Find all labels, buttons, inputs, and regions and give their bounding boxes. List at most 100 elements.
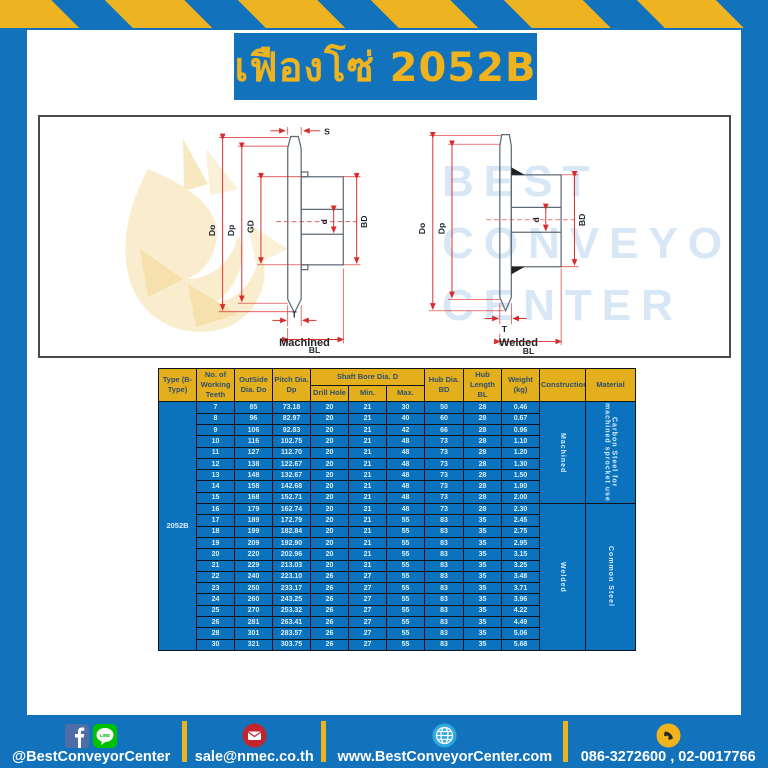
data-cell: 73	[424, 446, 464, 459]
dim-label-dp: Dp	[226, 225, 236, 236]
data-cell: 48	[386, 457, 425, 471]
dim-label-dp: Dp	[436, 223, 446, 234]
material-cell: Common Steel	[585, 503, 636, 651]
data-cell: 220	[234, 548, 273, 561]
data-cell: 213.03	[272, 559, 311, 572]
data-cell: 55	[386, 536, 425, 550]
col-header-type: Type (B-Type)	[158, 367, 197, 403]
data-cell: 20	[310, 469, 349, 482]
data-cell: 21	[348, 503, 387, 516]
data-cell: 260	[234, 593, 273, 606]
data-cell: 303.75	[272, 638, 311, 651]
data-cell: 172.79	[272, 514, 311, 527]
data-cell: 20	[310, 423, 349, 437]
data-cell: 281	[234, 616, 273, 629]
data-cell: 20	[310, 503, 349, 516]
dim-label-do: Do	[207, 225, 217, 236]
data-cell: 3.25	[501, 559, 540, 572]
machined-caption: Machined	[279, 337, 330, 349]
data-cell: 229	[234, 559, 273, 572]
email-icon[interactable]	[242, 723, 267, 748]
globe-icon[interactable]	[432, 723, 457, 748]
data-cell: 11	[196, 446, 235, 459]
data-cell: 21	[348, 423, 387, 437]
dim-label-gd: GD	[245, 220, 255, 233]
data-cell: 5.06	[501, 627, 540, 640]
footer-phone-section: 086-3272600 , 02-0017766	[568, 715, 768, 768]
data-cell: 27	[348, 593, 387, 606]
data-cell: 83	[424, 604, 464, 618]
data-cell: 132.67	[272, 469, 311, 482]
table-row: 11 127 112.70 20 21 48 73 28 1.20	[159, 446, 636, 459]
hazard-stripe-band	[0, 0, 768, 30]
data-cell: 66	[424, 423, 464, 437]
data-cell: 20	[310, 536, 349, 550]
data-cell: 28	[463, 469, 502, 482]
data-cell: 223.10	[272, 570, 311, 584]
data-cell: 192.90	[272, 536, 311, 550]
data-cell: 14	[196, 480, 235, 493]
table-row: 10 116 102.75 20 21 48 73 28 1.10	[159, 435, 636, 448]
data-cell: 48	[386, 491, 425, 505]
data-cell: 48	[386, 435, 425, 448]
data-cell: 55	[386, 616, 425, 629]
data-cell: 55	[386, 525, 425, 538]
data-cell: 48	[386, 503, 425, 516]
col-header-hub-length: Hub Length BL	[463, 367, 502, 403]
data-cell: 189	[234, 514, 273, 527]
machined-sprocket-drawing: S Do Dp GD d BD T	[207, 127, 369, 355]
data-cell: 21	[348, 446, 387, 459]
table-row: 15 168 152.71 20 21 48 73 28 2.00	[159, 491, 636, 505]
table-row: 19 209 192.90 20 21 55 83 35 2.95	[159, 536, 636, 550]
phone-numbers[interactable]: 086-3272600 , 02-0017766	[580, 749, 756, 765]
data-cell: 22	[196, 570, 235, 584]
data-cell: 26	[310, 593, 349, 606]
data-cell: 263.41	[272, 616, 311, 629]
data-cell: 0.67	[501, 412, 540, 425]
data-cell: 13	[196, 469, 235, 482]
data-cell: 26	[310, 570, 349, 584]
data-cell: 20	[310, 446, 349, 459]
welded-caption: Welded	[499, 337, 538, 349]
data-cell: 0.96	[501, 423, 540, 437]
data-cell: 35	[463, 593, 502, 606]
facebook-icon[interactable]	[65, 724, 90, 748]
data-cell: 21	[348, 457, 387, 471]
title-banner: เฟืองโซ่ 2052B	[234, 33, 537, 100]
data-cell: 28	[463, 401, 502, 414]
data-cell: 55	[386, 559, 425, 572]
phone-icon[interactable]	[656, 723, 681, 748]
data-cell: 28	[463, 457, 502, 471]
data-cell: 20	[310, 480, 349, 493]
data-cell: 250	[234, 582, 273, 595]
data-cell: 28	[463, 503, 502, 516]
data-cell: 26	[310, 638, 349, 651]
data-cell: 20	[310, 514, 349, 527]
data-cell: 21	[348, 491, 387, 505]
data-cell: 20	[310, 401, 349, 414]
brand-watermark: BEST CONVEYOR CENTER	[442, 151, 729, 337]
spec-table-body: 2052B 7 85 73.18 20 21 30 50 28 0.46 Machined Carbo…	[158, 401, 636, 651]
col-header-pitch: Pitch Dia. Dp	[272, 367, 311, 403]
col-header-material: Material	[585, 367, 636, 403]
data-cell: 35	[463, 536, 502, 550]
footer-email-section: sale@nmec.co.th	[187, 715, 321, 768]
data-cell: 83	[424, 570, 464, 584]
social-handle-link[interactable]: @BestConveyorCenter	[11, 749, 171, 765]
email-link[interactable]: sale@nmec.co.th	[194, 749, 314, 765]
data-cell: 182.84	[272, 525, 311, 538]
data-cell: 83	[424, 616, 464, 629]
table-row: 17 189 172.79 20 21 55 83 35 2.45	[159, 514, 636, 527]
data-cell: 168	[234, 491, 273, 505]
data-cell: 27	[348, 604, 387, 618]
construction-cell: Machined	[539, 401, 586, 505]
dim-label-bd: BD	[577, 214, 587, 226]
data-cell: 116	[234, 435, 273, 448]
data-cell: 27	[348, 570, 387, 584]
data-cell: 73.18	[272, 401, 311, 414]
data-cell: 3.71	[501, 582, 540, 595]
line-icon[interactable]: LINE	[93, 724, 118, 748]
website-link[interactable]: www.BestConveyorCenter.com	[337, 749, 553, 765]
dim-label-bl: BL	[309, 345, 320, 355]
material-cell: Carbon Steel for machined sprocket use	[585, 401, 636, 505]
